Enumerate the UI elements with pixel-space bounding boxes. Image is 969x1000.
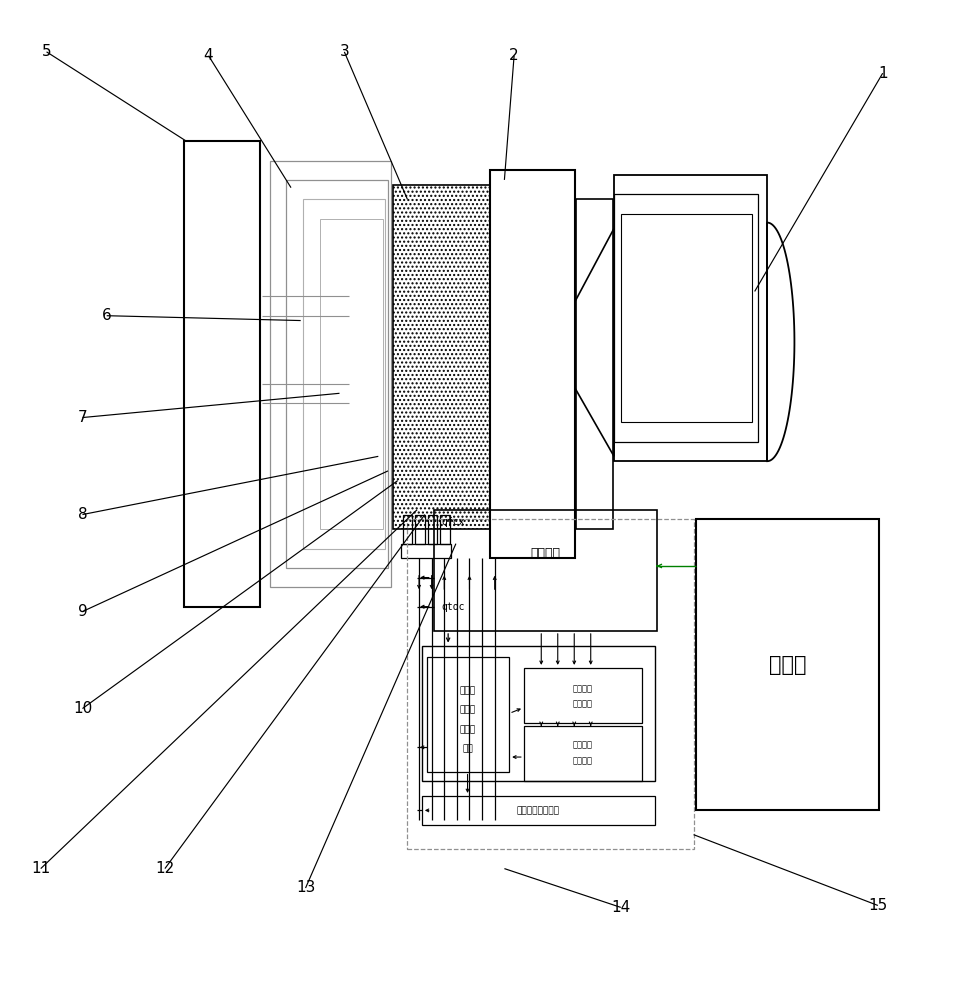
Text: 控制中心: 控制中心 [573, 741, 592, 750]
Bar [422, 796, 654, 825]
Bar [302, 199, 385, 549]
Text: qfcx: qfcx [441, 517, 464, 527]
Text: 2: 2 [509, 48, 518, 63]
Text: 气压源: 气压源 [768, 655, 805, 675]
Bar [696, 519, 878, 810]
Text: 9: 9 [78, 604, 87, 619]
Bar [426, 657, 509, 772]
Text: 指令输出: 指令输出 [573, 700, 592, 709]
Bar [269, 160, 391, 587]
Text: 12: 12 [155, 861, 174, 876]
Bar [489, 170, 575, 558]
Text: 13: 13 [296, 880, 315, 896]
Bar [415, 515, 424, 544]
Text: 微处理器: 微处理器 [573, 756, 592, 765]
Bar [427, 515, 437, 544]
Text: 5: 5 [42, 44, 51, 59]
Text: 6: 6 [102, 308, 111, 323]
Text: 压检量: 压检量 [459, 706, 475, 715]
Bar [523, 668, 641, 723]
Bar [392, 185, 489, 529]
Bar [422, 646, 654, 781]
Text: 分析: 分析 [461, 744, 473, 753]
Bar [286, 180, 388, 568]
Bar [440, 515, 450, 544]
Text: 气阀控制: 气阀控制 [573, 684, 592, 693]
Bar [576, 199, 612, 529]
Text: qtoc: qtoc [441, 602, 464, 612]
Text: 1: 1 [877, 66, 887, 81]
Text: 3: 3 [339, 44, 349, 59]
Bar [613, 194, 757, 442]
Text: 7: 7 [78, 410, 87, 425]
Text: 8: 8 [78, 507, 87, 522]
Bar [184, 141, 260, 607]
Text: 型腔气压过压控制: 型腔气压过压控制 [516, 806, 559, 815]
Bar [433, 510, 656, 631]
Bar [402, 515, 412, 544]
Text: 15: 15 [867, 898, 887, 913]
Bar [407, 519, 693, 849]
Text: 4: 4 [203, 48, 213, 63]
Text: 14: 14 [610, 900, 630, 915]
Text: 11: 11 [31, 861, 50, 876]
Text: 10: 10 [73, 701, 92, 716]
Text: 控制气阀: 控制气阀 [530, 547, 559, 560]
Bar [523, 726, 641, 781]
Bar [400, 544, 451, 558]
Text: 实时气: 实时气 [459, 686, 475, 695]
Bar [620, 214, 751, 422]
Bar [320, 219, 383, 529]
Text: 检测、: 检测、 [459, 725, 475, 734]
Bar [613, 175, 766, 461]
